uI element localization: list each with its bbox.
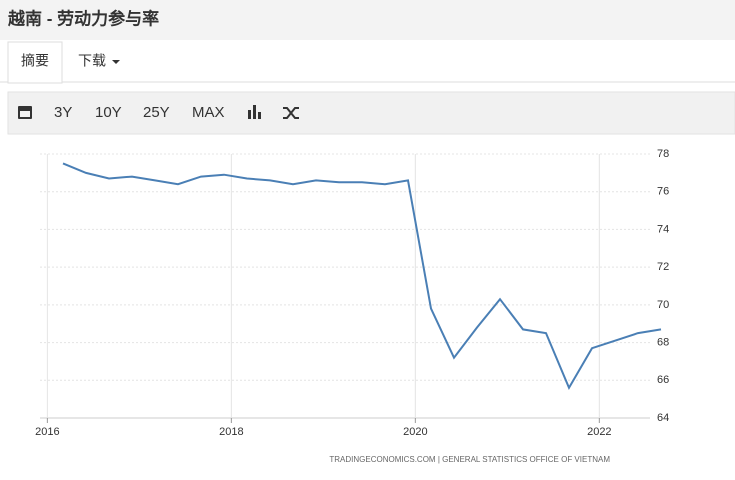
source: TRADINGECONOMICS.COM | GENERAL STATISTIC… bbox=[329, 455, 610, 464]
range-button[interactable]: 25Y bbox=[143, 104, 170, 121]
range-button[interactable]: 3Y bbox=[54, 104, 72, 121]
chart: 64 66 68 70 72 74 76 78 2016 2018 2020 2022 bbox=[35, 148, 669, 438]
page-title: 越南 - 劳动力参与率 bbox=[7, 8, 159, 28]
x-tick-label: 2020 bbox=[403, 426, 427, 438]
header-bar bbox=[0, 0, 735, 40]
caret bbox=[112, 60, 120, 64]
y-tick-label: 66 bbox=[657, 374, 669, 386]
range-button[interactable]: MAX bbox=[192, 104, 225, 121]
y-tick-label: 64 bbox=[657, 412, 669, 424]
y-tick-label: 74 bbox=[657, 223, 669, 235]
x-tick-label: 2022 bbox=[587, 426, 611, 438]
tab[interactable]: 摘要 bbox=[21, 53, 49, 69]
x-tick-label: 2016 bbox=[35, 426, 59, 438]
x-tick-label: 2018 bbox=[219, 426, 243, 438]
calendar-icon[interactable] bbox=[18, 106, 32, 119]
y-tick-label: 72 bbox=[657, 261, 669, 273]
y-tick-label: 70 bbox=[657, 299, 669, 311]
y-tick-label: 78 bbox=[657, 148, 669, 160]
bar-icon[interactable] bbox=[248, 105, 261, 119]
y-tick-label: 68 bbox=[657, 336, 669, 348]
toolbar bbox=[7, 91, 735, 135]
tab[interactable]: 下载 bbox=[78, 53, 106, 69]
y-tick-label: 76 bbox=[657, 186, 669, 198]
shuffle-icon[interactable] bbox=[283, 107, 299, 119]
data-line bbox=[62, 162, 662, 391]
tab-active[interactable] bbox=[7, 41, 63, 84]
range-button[interactable]: 10Y bbox=[95, 104, 122, 121]
